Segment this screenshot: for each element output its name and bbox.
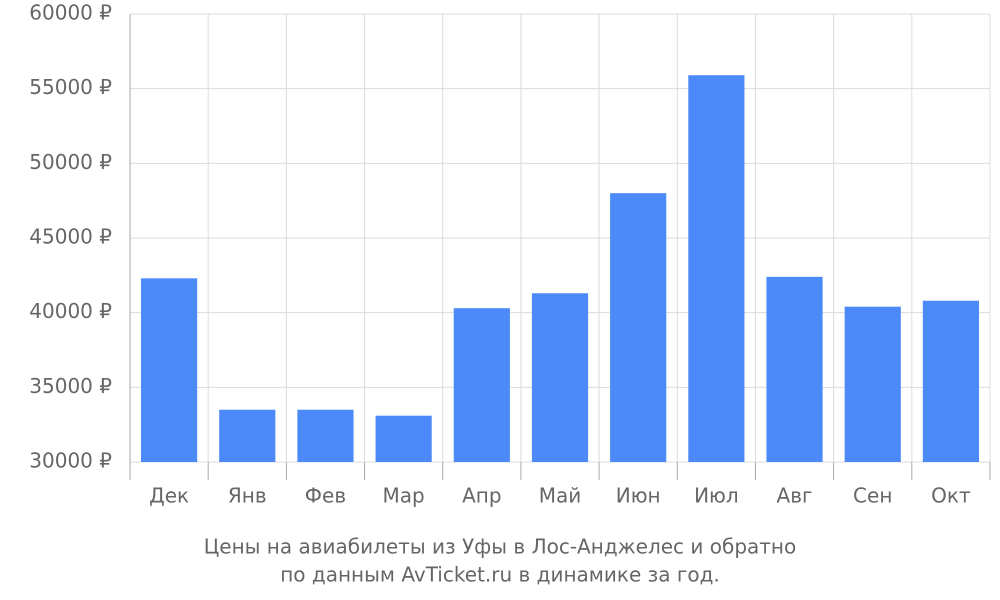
bar bbox=[375, 415, 432, 462]
y-tick-label: 30000 ₽ bbox=[29, 449, 112, 473]
bar bbox=[688, 75, 745, 462]
x-tick-label: Май bbox=[539, 484, 582, 508]
bar bbox=[141, 278, 198, 462]
x-tick-label: Мар bbox=[383, 484, 425, 508]
x-tick-label: Авг bbox=[777, 484, 813, 508]
chart-title: Цены на авиабилеты из Уфы в Лос-Анджелес… bbox=[204, 535, 797, 559]
y-tick-label: 35000 ₽ bbox=[29, 374, 112, 398]
x-tick-label: Апр bbox=[462, 484, 501, 508]
bar bbox=[766, 276, 823, 462]
y-tick-label: 55000 ₽ bbox=[29, 75, 112, 99]
x-tick-label: Дек bbox=[149, 484, 189, 508]
x-tick-label: Июн bbox=[616, 484, 661, 508]
x-tick-label: Июл bbox=[694, 484, 739, 508]
x-tick-label: Окт bbox=[931, 484, 971, 508]
x-tick-label: Янв bbox=[228, 484, 267, 508]
x-tick-label: Сен bbox=[853, 484, 892, 508]
y-tick-label: 50000 ₽ bbox=[29, 150, 112, 174]
bar bbox=[922, 300, 979, 462]
y-tick-label: 45000 ₽ bbox=[29, 225, 112, 249]
bar bbox=[219, 409, 276, 462]
bar bbox=[531, 293, 589, 462]
y-tick-label: 40000 ₽ bbox=[29, 299, 112, 323]
chart-subtitle: по данным AvTicket.ru в динамике за год. bbox=[280, 563, 720, 587]
bar bbox=[297, 409, 354, 462]
y-tick-label: 60000 ₽ bbox=[29, 1, 112, 25]
bar bbox=[610, 193, 667, 462]
bar bbox=[844, 306, 901, 462]
x-tick-label: Фев bbox=[305, 484, 346, 508]
bar bbox=[453, 308, 510, 462]
